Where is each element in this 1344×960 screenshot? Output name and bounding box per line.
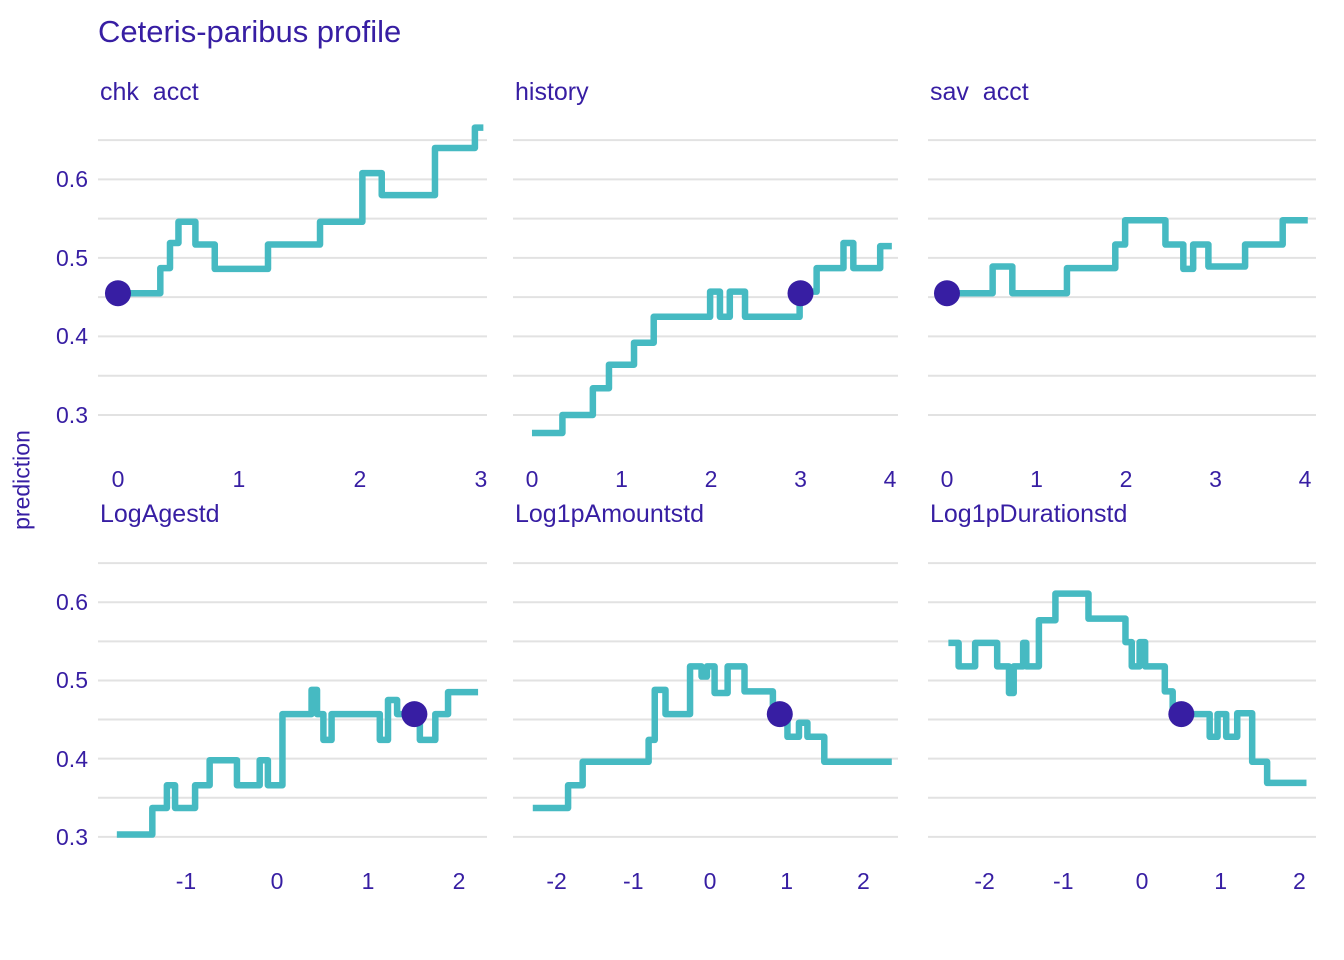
y-tick-label: 0.6 bbox=[56, 166, 88, 193]
x-tick-label: 2 bbox=[354, 466, 367, 492]
x-tick-label: 0 bbox=[112, 466, 125, 492]
facet-strip-label: Log1pAmountstd bbox=[515, 500, 705, 528]
x-tick-label: -2 bbox=[974, 868, 994, 894]
facet-strip-label: LogAgestd bbox=[100, 500, 220, 528]
x-tick-label: 3 bbox=[1209, 466, 1222, 492]
facet-strip-label: sav acct bbox=[930, 78, 1029, 106]
x-tick-label: -1 bbox=[623, 868, 643, 894]
x-tick-label: 2 bbox=[1293, 868, 1306, 894]
x-tick-label: 1 bbox=[1030, 466, 1043, 492]
x-tick-label: 2 bbox=[1120, 466, 1133, 492]
x-tick-label: -2 bbox=[546, 868, 566, 894]
facet-panel-LogAgestd: -1 0 1 2 bbox=[98, 562, 487, 894]
x-tick-label: 1 bbox=[233, 466, 246, 492]
x-tick-label: 1 bbox=[780, 868, 793, 894]
observation-dot bbox=[1168, 701, 1195, 728]
cp-profile-line bbox=[531, 239, 892, 437]
x-tick-label: 4 bbox=[1299, 466, 1312, 492]
x-tick-label: 2 bbox=[453, 868, 466, 894]
observation-dot bbox=[933, 280, 960, 307]
x-tick-label: 0 bbox=[526, 466, 539, 492]
x-tick-label: 1 bbox=[615, 466, 628, 492]
observation-dot bbox=[787, 280, 814, 307]
cp-profile-line bbox=[948, 590, 1307, 787]
x-tick-label: 3 bbox=[475, 466, 488, 492]
x-tick-label: 3 bbox=[794, 466, 807, 492]
y-tick-label: 0.4 bbox=[56, 323, 88, 350]
x-tick-label: 2 bbox=[705, 466, 718, 492]
cp-profile-line bbox=[117, 124, 484, 297]
facet-panel-Log1pAmountstd: -2 -1 0 1 2 bbox=[513, 562, 898, 894]
x-tick-label: 0 bbox=[1136, 868, 1149, 894]
y-tick-label: 0.5 bbox=[56, 667, 88, 694]
y-tick-label: 0.6 bbox=[56, 589, 88, 616]
facet-panel-Log1pDurationstd: -2 -1 0 1 2 bbox=[928, 562, 1316, 894]
x-tick-label: 0 bbox=[941, 466, 954, 492]
cp-profile-line bbox=[532, 663, 892, 812]
facet-panel-chk-acct: 0 1 2 3 bbox=[98, 124, 488, 492]
x-tick-label: 1 bbox=[362, 868, 375, 894]
facet-strip-label: history bbox=[515, 78, 589, 106]
y-tick-label: 0.3 bbox=[56, 823, 88, 850]
y-tick-label: 0.3 bbox=[56, 401, 88, 428]
x-tick-label: 4 bbox=[884, 466, 897, 492]
observation-dot bbox=[104, 280, 131, 307]
y-tick-label: 0.4 bbox=[56, 745, 88, 772]
facet-strip-label: chk acct bbox=[100, 78, 199, 106]
x-tick-label: 0 bbox=[271, 868, 284, 894]
y-tick-label: 0.5 bbox=[56, 244, 88, 271]
x-tick-label: 2 bbox=[857, 868, 870, 894]
chart-title: Ceteris-paribus profile bbox=[98, 14, 402, 49]
observation-dot bbox=[401, 701, 428, 728]
observation-dot bbox=[766, 701, 793, 728]
y-axis-title: prediction bbox=[8, 430, 35, 530]
x-tick-label: -1 bbox=[176, 868, 196, 894]
x-tick-label: 1 bbox=[1214, 868, 1227, 894]
cp-profile-line bbox=[946, 216, 1308, 297]
facet-panel-sav-acct: 0 1 2 3 4 bbox=[928, 139, 1316, 492]
x-tick-label: -1 bbox=[1053, 868, 1073, 894]
facet-panel-history: 0 1 2 3 4 bbox=[513, 139, 898, 492]
facet-strip-label: Log1pDurationstd bbox=[930, 500, 1128, 528]
x-tick-label: 0 bbox=[704, 868, 717, 894]
